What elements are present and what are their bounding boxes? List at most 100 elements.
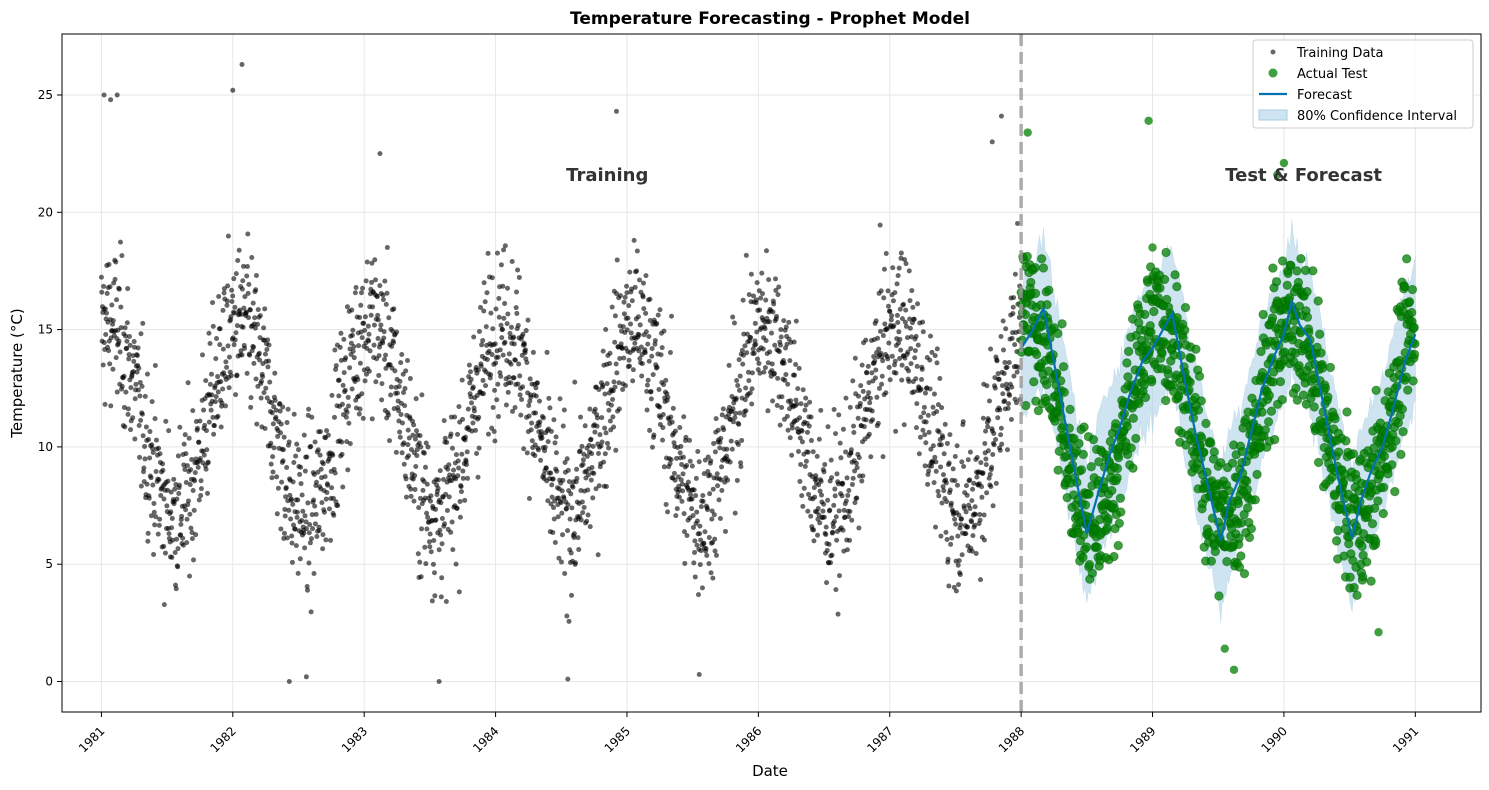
training-point — [246, 315, 252, 321]
training-point — [671, 470, 677, 476]
test-point — [1348, 449, 1359, 459]
training-point — [954, 443, 960, 449]
training-point — [1000, 391, 1006, 397]
training-point — [152, 522, 158, 528]
training-point — [600, 348, 606, 354]
training-point — [742, 343, 748, 349]
training-point — [204, 447, 210, 453]
training-point — [356, 411, 362, 417]
training-point — [511, 375, 517, 381]
x-tick-label: 1986 — [733, 724, 764, 755]
test-point — [1205, 438, 1216, 448]
training-point — [381, 356, 387, 362]
training-point — [774, 313, 780, 319]
training-point — [694, 518, 700, 524]
training-point — [871, 354, 877, 360]
training-point — [776, 284, 782, 290]
training-point — [969, 498, 975, 504]
training-point — [978, 460, 984, 466]
training-point — [333, 366, 339, 372]
training-point — [990, 451, 996, 457]
legend-marker-training — [1270, 49, 1276, 55]
training-point — [360, 415, 366, 421]
training-point — [932, 353, 938, 359]
training-point — [202, 422, 208, 428]
training-point — [948, 541, 954, 547]
training-point — [1015, 220, 1021, 226]
training-point — [552, 540, 558, 546]
training-point — [218, 379, 224, 385]
training-point — [852, 500, 858, 506]
training-point — [414, 453, 420, 459]
training-point — [446, 494, 452, 500]
test-point — [1243, 503, 1253, 513]
training-point — [610, 414, 616, 420]
training-point — [594, 415, 600, 421]
training-point — [715, 427, 721, 433]
training-point — [800, 503, 806, 509]
test-point — [1263, 417, 1274, 427]
training-point — [471, 334, 477, 340]
training-point — [803, 395, 809, 401]
training-point — [753, 297, 759, 303]
training-point — [797, 478, 803, 484]
training-point — [271, 445, 277, 451]
training-point — [565, 467, 571, 473]
test-point — [1398, 426, 1408, 437]
training-point — [429, 598, 435, 604]
training-point — [816, 436, 822, 442]
training-point — [417, 559, 423, 565]
training-point — [462, 434, 468, 440]
training-point — [604, 381, 610, 387]
training-point — [370, 304, 376, 310]
training-point — [489, 352, 495, 358]
training-point — [175, 546, 181, 552]
training-point — [566, 618, 572, 624]
training-point — [824, 547, 830, 553]
training-point — [987, 471, 993, 477]
training-point — [922, 432, 928, 438]
training-point — [209, 392, 215, 398]
training-point — [981, 537, 987, 543]
training-point — [511, 334, 517, 340]
training-point — [274, 474, 280, 480]
training-point — [460, 468, 466, 474]
training-point — [127, 342, 133, 348]
training-point — [230, 293, 236, 299]
training-point — [950, 466, 956, 472]
training-point — [481, 308, 487, 314]
training-point — [516, 361, 522, 367]
training-point — [591, 470, 597, 476]
training-point — [627, 269, 633, 275]
training-point — [855, 415, 861, 421]
training-point — [690, 513, 696, 519]
training-point — [570, 484, 576, 490]
training-point — [301, 432, 307, 438]
training-point — [108, 97, 114, 103]
training-point — [964, 492, 970, 498]
training-point — [875, 420, 881, 426]
training-point — [114, 389, 120, 395]
training-point — [184, 516, 190, 522]
training-point — [187, 482, 193, 488]
training-point — [739, 347, 745, 353]
training-point — [162, 550, 168, 556]
training-point — [620, 387, 626, 393]
test-point — [1115, 493, 1126, 503]
training-point — [821, 514, 827, 520]
training-point — [401, 440, 407, 446]
test-point — [1387, 460, 1397, 470]
training-point — [524, 450, 530, 456]
training-point — [324, 428, 330, 434]
training-point — [689, 463, 695, 469]
training-point — [298, 464, 304, 470]
training-point — [821, 501, 827, 507]
training-point — [1010, 311, 1016, 317]
test-point — [1023, 128, 1032, 137]
training-point — [307, 540, 313, 546]
x-tick-label: 1982 — [207, 724, 238, 755]
training-point — [468, 376, 474, 382]
training-point — [700, 492, 706, 498]
training-point — [931, 391, 937, 397]
test-point — [1367, 519, 1378, 529]
